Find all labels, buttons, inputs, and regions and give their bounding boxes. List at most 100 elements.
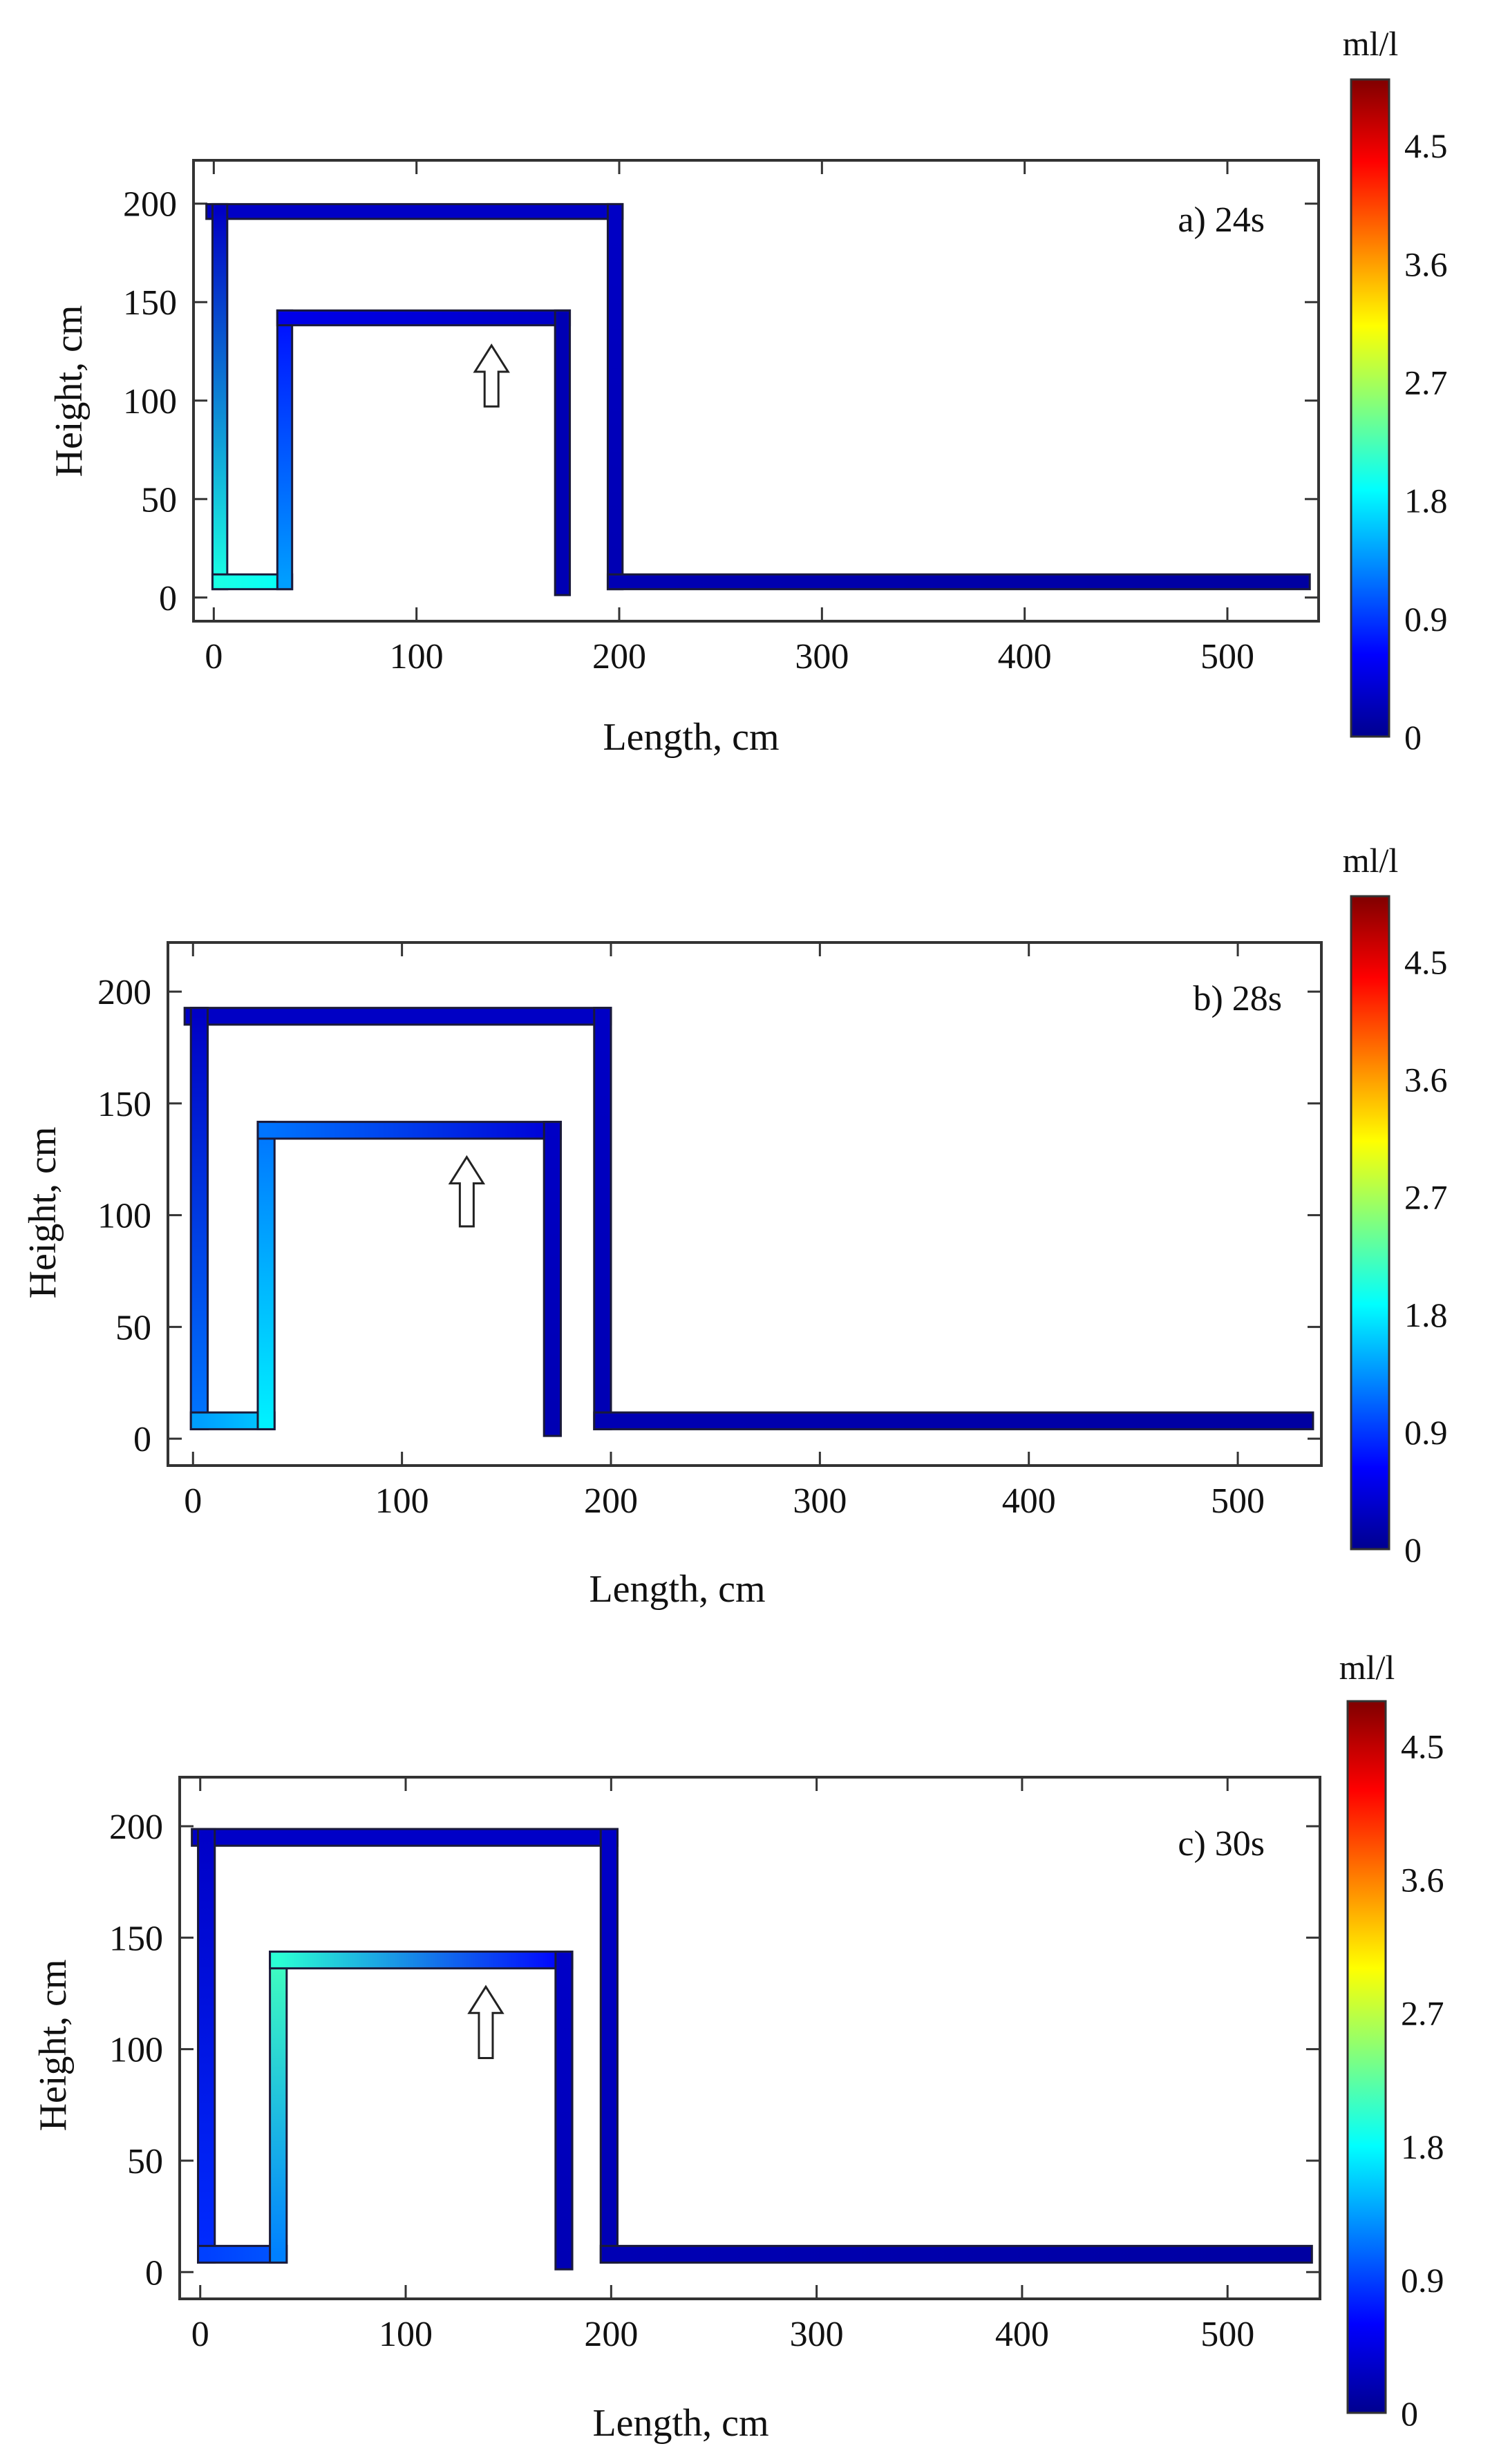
- y-tick-labels: 0 50 100 150 200: [109, 1808, 163, 2293]
- segment-outer-top: [205, 202, 624, 220]
- y-axis-label: Height, cm: [48, 305, 91, 477]
- segment-outer-right: [593, 1007, 612, 1430]
- segment-outer-left: [189, 1007, 209, 1430]
- segment-inner-top: [276, 309, 572, 327]
- x-axis-label: Length, cm: [592, 2402, 768, 2445]
- x-tick-labels: 0 100 200 300 400 500: [184, 1481, 1265, 1521]
- colorbar-gradient: [1350, 895, 1390, 1551]
- colorbar-tick-label: 0.9: [1401, 2261, 1444, 2300]
- segment-inner-top: [269, 1950, 574, 1970]
- x-tick-label: 100: [375, 1481, 429, 1521]
- x-tick-label: 0: [205, 637, 223, 676]
- y-tick-label: 150: [109, 1919, 163, 1958]
- segment-inner-right: [554, 1950, 574, 2271]
- x-tick-label: 500: [1200, 637, 1254, 676]
- colorbar-tick-label: 2.7: [1404, 1178, 1448, 1217]
- y-tick-labels: 0 50 100 150 200: [123, 185, 177, 618]
- colorbar-tick-label: 1.8: [1404, 1296, 1448, 1334]
- y-tick-label: 0: [145, 2253, 163, 2293]
- segment-outer-right: [606, 202, 624, 591]
- y-axis-label: Height, cm: [21, 1127, 64, 1299]
- x-tick-label: 200: [584, 2315, 638, 2354]
- flow-arrow: [448, 1155, 486, 1228]
- colorbar-tick-labels: 0 0.9 1.8 2.7 3.6 4.5: [1404, 943, 1448, 1570]
- y-tick-label: 200: [123, 185, 177, 225]
- y-tick-label: 50: [141, 480, 177, 520]
- segment-inner-right: [543, 1121, 562, 1437]
- colorbar-tick-labels: 0 0.9 1.8 2.7 3.6 4.5: [1404, 126, 1448, 757]
- colorbar-tick-label: 4.5: [1404, 943, 1448, 982]
- flow-arrow: [473, 343, 510, 408]
- panel-label: a) 24s: [1178, 200, 1265, 240]
- segment-outer-top: [183, 1007, 612, 1026]
- x-tick-label: 500: [1200, 2315, 1254, 2354]
- y-tick-label: 100: [123, 382, 177, 421]
- colorbar-title: ml/l: [1339, 1648, 1395, 1687]
- x-tick-label: 400: [1002, 1481, 1056, 1521]
- channel-segments: [183, 1007, 1314, 1437]
- colorbar-tick-label: 4.5: [1401, 1727, 1444, 1765]
- colorbar-tick-label: 2.7: [1401, 1994, 1444, 2033]
- colorbar-tick-label: 3.6: [1404, 245, 1448, 283]
- segment-inner-top: [256, 1121, 562, 1140]
- colorbar-gradient: [1346, 1700, 1387, 2414]
- y-tick-labels: 0 50 100 150 200: [97, 973, 151, 1459]
- x-axis-label: Length, cm: [603, 716, 779, 759]
- arrow-up: [473, 343, 510, 408]
- flow-arrow: [467, 1984, 504, 2060]
- x-tick-label: 0: [184, 1481, 202, 1521]
- x-tick-label: 300: [795, 637, 849, 676]
- x-axis-label: Length, cm: [589, 1568, 765, 1611]
- axis-ticks: [180, 1777, 1320, 2299]
- plot-frame: [167, 941, 1323, 1467]
- y-tick-label: 150: [123, 283, 177, 323]
- x-tick-label: 200: [592, 637, 646, 676]
- segment-inner-left: [276, 309, 294, 591]
- segment-bottom-channel: [593, 1411, 1314, 1430]
- colorbar-tick-label: 3.6: [1401, 1861, 1444, 1899]
- segment-inner-left: [269, 1950, 288, 2264]
- panel-a: 0 100 200 300 400 500 0 50 100 150 200 a) 24s Len…: [48, 24, 1448, 759]
- plot-frame: [192, 159, 1320, 623]
- panel-label: b) 28s: [1193, 979, 1282, 1018]
- segment-inner-left: [256, 1121, 276, 1430]
- colorbar-tick-label: 2.7: [1404, 363, 1448, 401]
- y-tick-label: 150: [97, 1085, 151, 1124]
- x-tick-label: 500: [1211, 1481, 1265, 1521]
- colorbar-tick-label: 3.6: [1404, 1061, 1448, 1099]
- colorbar-title: ml/l: [1343, 24, 1399, 63]
- x-tick-label: 400: [998, 637, 1052, 676]
- panel-b: 0 100 200 300 400 500 0 50 100 150 200 b) 28s Len…: [21, 841, 1448, 1611]
- y-tick-label: 0: [133, 1420, 151, 1459]
- x-tick-labels: 0 100 200 300 400 500: [191, 2315, 1254, 2354]
- colorbar-title: ml/l: [1343, 841, 1399, 880]
- y-tick-label: 50: [115, 1308, 151, 1347]
- segment-inner-right: [554, 309, 572, 596]
- segment-bottom-channel: [599, 2244, 1313, 2264]
- colorbar-tick-label: 0.9: [1404, 1413, 1448, 1452]
- segment-outer-right: [599, 1828, 619, 2264]
- x-tick-label: 400: [995, 2315, 1049, 2354]
- y-tick-label: 50: [127, 2142, 163, 2181]
- colorbar-tick-label: 0: [1401, 2394, 1418, 2433]
- arrow-up: [467, 1984, 504, 2060]
- y-tick-label: 100: [109, 2031, 163, 2070]
- colorbar-tick-label: 4.5: [1404, 126, 1448, 165]
- plot-frame: [178, 1776, 1321, 2300]
- panel-c: 0 100 200 300 400 500 0 50 100 150 200 c) 30s Len…: [32, 1648, 1444, 2445]
- colorbar-tick-label: 0: [1404, 1530, 1422, 1569]
- channel-segments: [205, 202, 1311, 596]
- arrow-up: [448, 1155, 486, 1228]
- y-axis-label: Height, cm: [32, 1960, 75, 2132]
- colorbar-gradient: [1350, 78, 1390, 738]
- y-tick-label: 200: [109, 1808, 163, 1847]
- x-tick-label: 100: [379, 2315, 433, 2354]
- x-tick-labels: 0 100 200 300 400 500: [205, 637, 1254, 676]
- y-tick-label: 100: [97, 1197, 151, 1236]
- panel-label: c) 30s: [1178, 1824, 1265, 1864]
- x-tick-label: 0: [191, 2315, 209, 2354]
- segment-bottom-channel: [606, 573, 1311, 591]
- y-tick-label: 0: [159, 579, 177, 618]
- x-tick-label: 300: [793, 1481, 847, 1521]
